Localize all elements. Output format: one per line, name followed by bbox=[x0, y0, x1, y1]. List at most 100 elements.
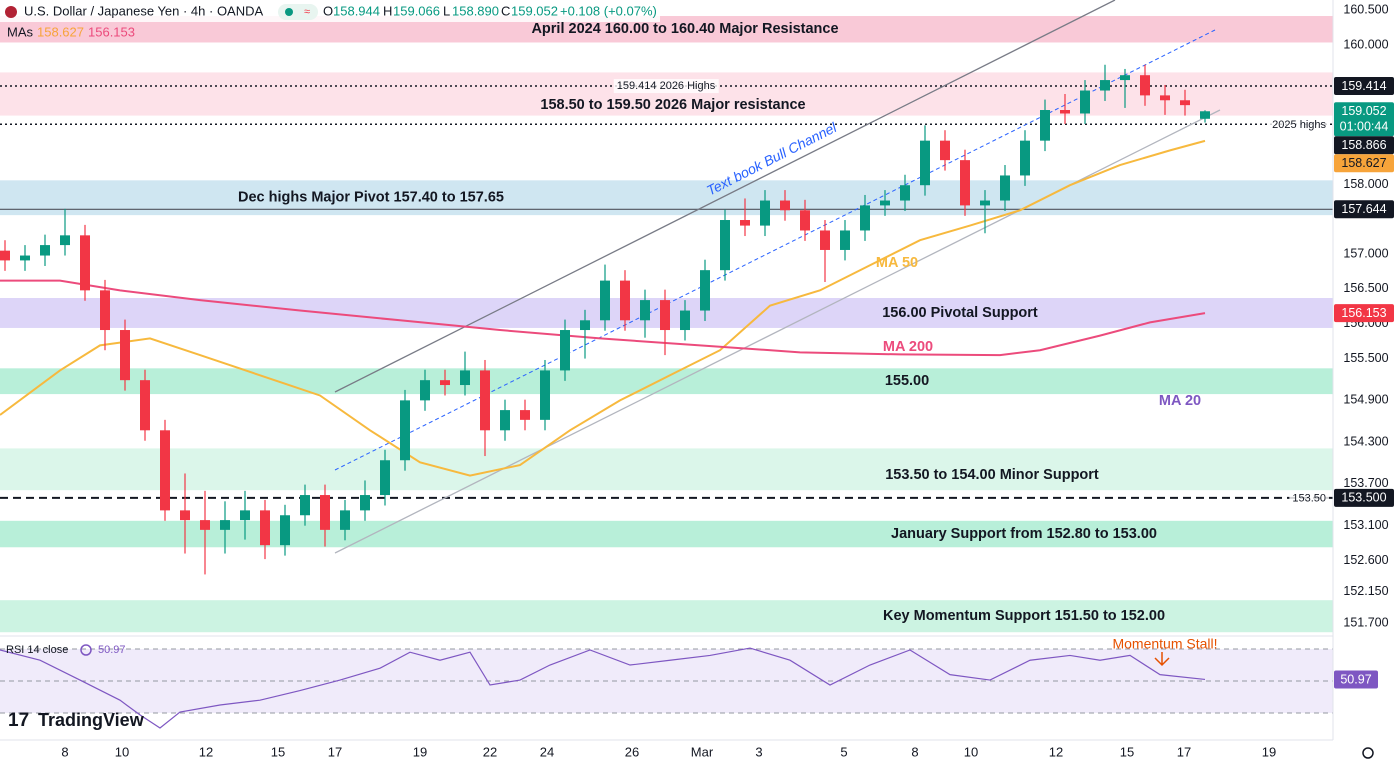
h-value: 159.066 bbox=[393, 3, 440, 18]
level-label-bg bbox=[613, 79, 719, 94]
candle-body bbox=[380, 460, 390, 496]
price-tag-sub: 01:00:44 bbox=[1340, 120, 1389, 134]
o-value: 158.944 bbox=[333, 3, 380, 18]
candle-body bbox=[540, 370, 550, 420]
candle-body bbox=[1140, 75, 1150, 96]
y-tick-label: 156.500 bbox=[1343, 281, 1388, 295]
y-tick-label: 160.500 bbox=[1343, 3, 1388, 17]
symbol: U.S. Dollar / Japanese Yen · 4h · OANDA bbox=[24, 3, 264, 18]
zone-label: 153.50 to 154.00 Minor Support bbox=[885, 467, 1099, 483]
candle-body bbox=[260, 510, 270, 546]
x-tick-label: 8 bbox=[61, 744, 68, 759]
moving-averages: MA 50 MA 200 bbox=[0, 139, 1206, 477]
zone bbox=[0, 600, 1333, 633]
rsi-title: RSI 14 close bbox=[6, 644, 68, 656]
mas-key: MAs bbox=[7, 24, 34, 39]
header-bg bbox=[0, 0, 660, 22]
x-tick-label: 5 bbox=[840, 744, 847, 759]
y-tick-label: 155.500 bbox=[1343, 351, 1388, 365]
candle-body bbox=[680, 310, 690, 331]
candle-body bbox=[760, 200, 770, 226]
x-tick-label: Mar bbox=[691, 744, 714, 759]
zone bbox=[0, 368, 1333, 395]
settings-icon[interactable] bbox=[1362, 747, 1374, 759]
ma-label: MA 50 bbox=[876, 255, 918, 271]
candle-body bbox=[480, 370, 490, 431]
x-tick-label: 26 bbox=[625, 744, 639, 759]
candle-body bbox=[1080, 90, 1090, 114]
candle-body bbox=[580, 320, 590, 331]
ma-label: MA 200 bbox=[883, 339, 933, 355]
candle-body bbox=[1120, 75, 1130, 81]
x-tick-label: 19 bbox=[413, 744, 427, 759]
candle-body bbox=[660, 300, 670, 331]
price-tag-label: 156.153 bbox=[1341, 306, 1386, 320]
candle-body bbox=[20, 255, 30, 261]
change: +0.108 (+0.07%) bbox=[560, 3, 657, 18]
candle-body bbox=[280, 515, 290, 546]
x-tick-label: 12 bbox=[199, 744, 213, 759]
x-tick-label: 15 bbox=[1120, 744, 1134, 759]
zone-label: 158.50 to 159.50 2026 Major resistance bbox=[540, 97, 805, 113]
x-tick-label: 10 bbox=[115, 744, 129, 759]
price-tag-label: 159.414 bbox=[1341, 79, 1386, 93]
price-tag-label: 158.866 bbox=[1341, 138, 1386, 152]
y-tick-label: 154.900 bbox=[1343, 393, 1388, 407]
x-tick-label: 15 bbox=[271, 744, 285, 759]
price-tag bbox=[1334, 102, 1394, 137]
y-tick-label: 153.700 bbox=[1343, 476, 1388, 490]
rsi-tag bbox=[1334, 670, 1378, 689]
candle-body bbox=[720, 220, 730, 271]
candle-body bbox=[500, 410, 510, 431]
zone-label: 156.00 Pivotal Support bbox=[882, 305, 1038, 321]
candle-body bbox=[900, 185, 910, 201]
candle-body bbox=[1020, 140, 1030, 176]
x-tick-label: 19 bbox=[1262, 744, 1276, 759]
logo: 17 TradingView bbox=[8, 710, 145, 731]
x-tick-label: 22 bbox=[483, 744, 497, 759]
candle-body bbox=[800, 210, 810, 231]
zones: April 2024 160.00 to 160.40 Major Resist… bbox=[0, 16, 1333, 633]
ma20-label: MA 20 bbox=[1159, 393, 1201, 409]
h-key: H bbox=[383, 3, 392, 18]
rsi-icon bbox=[80, 644, 92, 656]
candle-body bbox=[820, 230, 830, 250]
candle-body bbox=[880, 200, 890, 206]
level-label: 153.50 bbox=[1292, 493, 1326, 505]
candle-body bbox=[520, 410, 530, 420]
candle-body bbox=[640, 300, 650, 321]
candle-body bbox=[620, 280, 630, 321]
ma-line bbox=[0, 279, 1206, 357]
logo-mark: 17 bbox=[8, 710, 29, 731]
price-tag bbox=[1334, 200, 1394, 219]
candle-body bbox=[200, 520, 210, 530]
levels: 159.414 2026 Highs 2025 highs 153.50 bbox=[0, 79, 1333, 505]
candle-body bbox=[780, 200, 790, 211]
candle-body bbox=[600, 280, 610, 321]
candle-body bbox=[1180, 100, 1190, 106]
status-dot bbox=[285, 8, 293, 16]
x-tick-label: 3 bbox=[755, 744, 762, 759]
zone-label: April 2024 160.00 to 160.40 Major Resist… bbox=[531, 21, 838, 37]
zone-label: Dec highs Major Pivot 157.40 to 157.65 bbox=[238, 190, 504, 206]
candle-body bbox=[940, 140, 950, 161]
price-tag-label: 157.644 bbox=[1341, 202, 1386, 216]
y-tick-label: 151.700 bbox=[1343, 615, 1388, 629]
status-icon: ≈ bbox=[304, 6, 310, 18]
zone-label: Key Momentum Support 151.50 to 152.00 bbox=[883, 608, 1165, 624]
c-value: 159.052 bbox=[511, 3, 558, 18]
candle-body bbox=[700, 270, 710, 311]
y-tick-label: 158.000 bbox=[1343, 177, 1388, 191]
candle-body bbox=[160, 430, 170, 511]
rsi-line bbox=[0, 647, 1206, 729]
candle-body bbox=[740, 220, 750, 226]
price-tag bbox=[1334, 136, 1394, 155]
x-tick-label: 10 bbox=[964, 744, 978, 759]
price-tag bbox=[1334, 77, 1394, 96]
level-label-bg bbox=[1289, 490, 1329, 505]
candle-body bbox=[340, 510, 350, 530]
l-key: L bbox=[443, 3, 450, 18]
candle-body bbox=[80, 235, 90, 291]
o-key: O bbox=[323, 3, 333, 18]
